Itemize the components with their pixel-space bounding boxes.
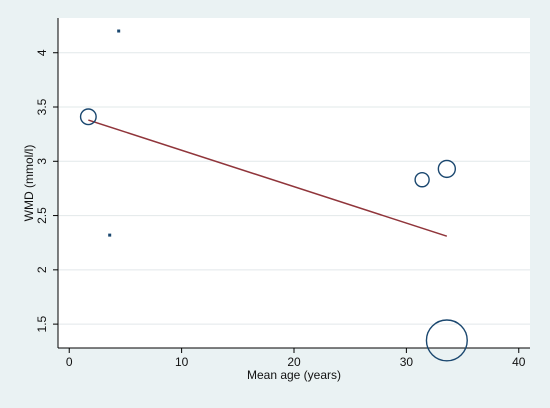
data-points xyxy=(79,29,468,362)
y-tick-label: 1.5 xyxy=(35,315,49,332)
y-tick-label: 2.5 xyxy=(35,207,49,224)
data-point xyxy=(414,172,430,188)
data-point xyxy=(117,29,121,33)
x-tick-label: 10 xyxy=(175,355,189,369)
y-tick-label: 4 xyxy=(35,49,49,56)
grid-lines xyxy=(58,52,530,325)
x-axis-title: Mean age (years) xyxy=(247,368,341,382)
y-axis-ticks: 1.5 2 2.5 3 3.5 4 xyxy=(35,49,58,332)
plot-area xyxy=(58,18,530,348)
data-point xyxy=(437,159,457,179)
x-tick-label: 0 xyxy=(66,355,73,369)
data-point xyxy=(425,319,468,362)
fit-line xyxy=(88,119,448,237)
y-tick-label: 2 xyxy=(35,266,49,273)
x-axis-ticks: 0 10 20 30 40 xyxy=(66,348,526,369)
y-axis-title: WMD (mmol/l) xyxy=(22,145,36,222)
y-tick-label: 3.5 xyxy=(35,98,49,115)
data-point xyxy=(108,233,112,237)
x-tick-label: 30 xyxy=(400,355,414,369)
x-tick-label: 40 xyxy=(512,355,526,369)
data-point xyxy=(79,108,97,126)
y-tick-label: 3 xyxy=(35,158,49,165)
x-tick-label: 20 xyxy=(287,355,301,369)
